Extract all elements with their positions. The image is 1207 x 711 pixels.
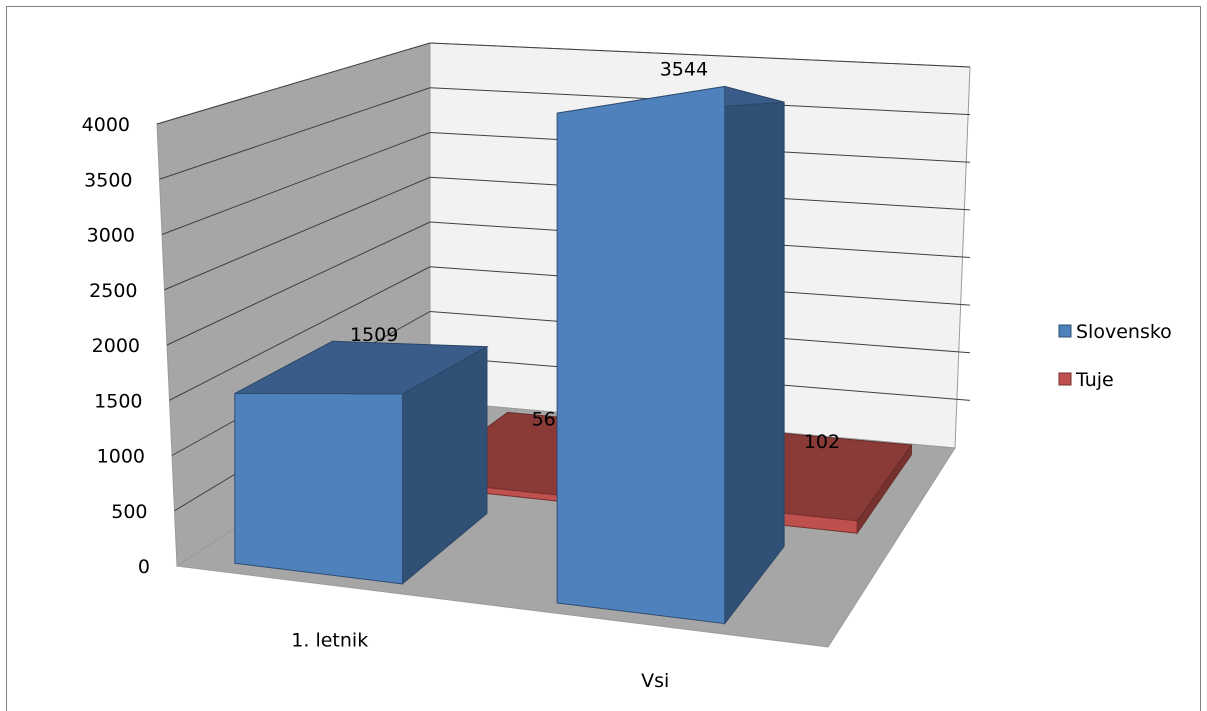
gridline-side: [166, 221, 431, 346]
y-tick-label: 500: [111, 501, 147, 523]
gridline-side: [169, 266, 431, 401]
x-category-label: 1. letnik: [291, 629, 368, 651]
y-tick-label: 0: [138, 556, 150, 578]
data-label: 56: [532, 408, 556, 430]
bar-side: [724, 85, 785, 626]
data-label: 3544: [660, 59, 708, 81]
gridline-side: [161, 132, 431, 235]
data-label: 1509: [350, 324, 398, 346]
y-tick-label: 1500: [94, 390, 142, 412]
y-tick-label: 4000: [82, 114, 130, 136]
bar-front: [234, 392, 403, 585]
legend-swatch: [1058, 324, 1072, 338]
y-tick-label: 3000: [87, 225, 135, 247]
gridline-back: [429, 42, 971, 68]
legend-swatch: [1058, 372, 1072, 386]
y-tick-label: 3500: [84, 169, 132, 191]
data-label: 102: [804, 431, 840, 453]
gridline-side: [156, 42, 431, 125]
y-tick-label: 2500: [89, 280, 137, 302]
gridline-side: [164, 176, 431, 291]
gridline-side: [159, 87, 431, 180]
bar-front: [556, 85, 726, 625]
legend-label: Slovensko: [1076, 321, 1172, 343]
x-category-label: Vsi: [641, 670, 669, 692]
legend-label: Tuje: [1075, 369, 1114, 391]
y-tick-label: 1000: [97, 446, 145, 468]
y-tick-label: 2000: [92, 335, 140, 357]
